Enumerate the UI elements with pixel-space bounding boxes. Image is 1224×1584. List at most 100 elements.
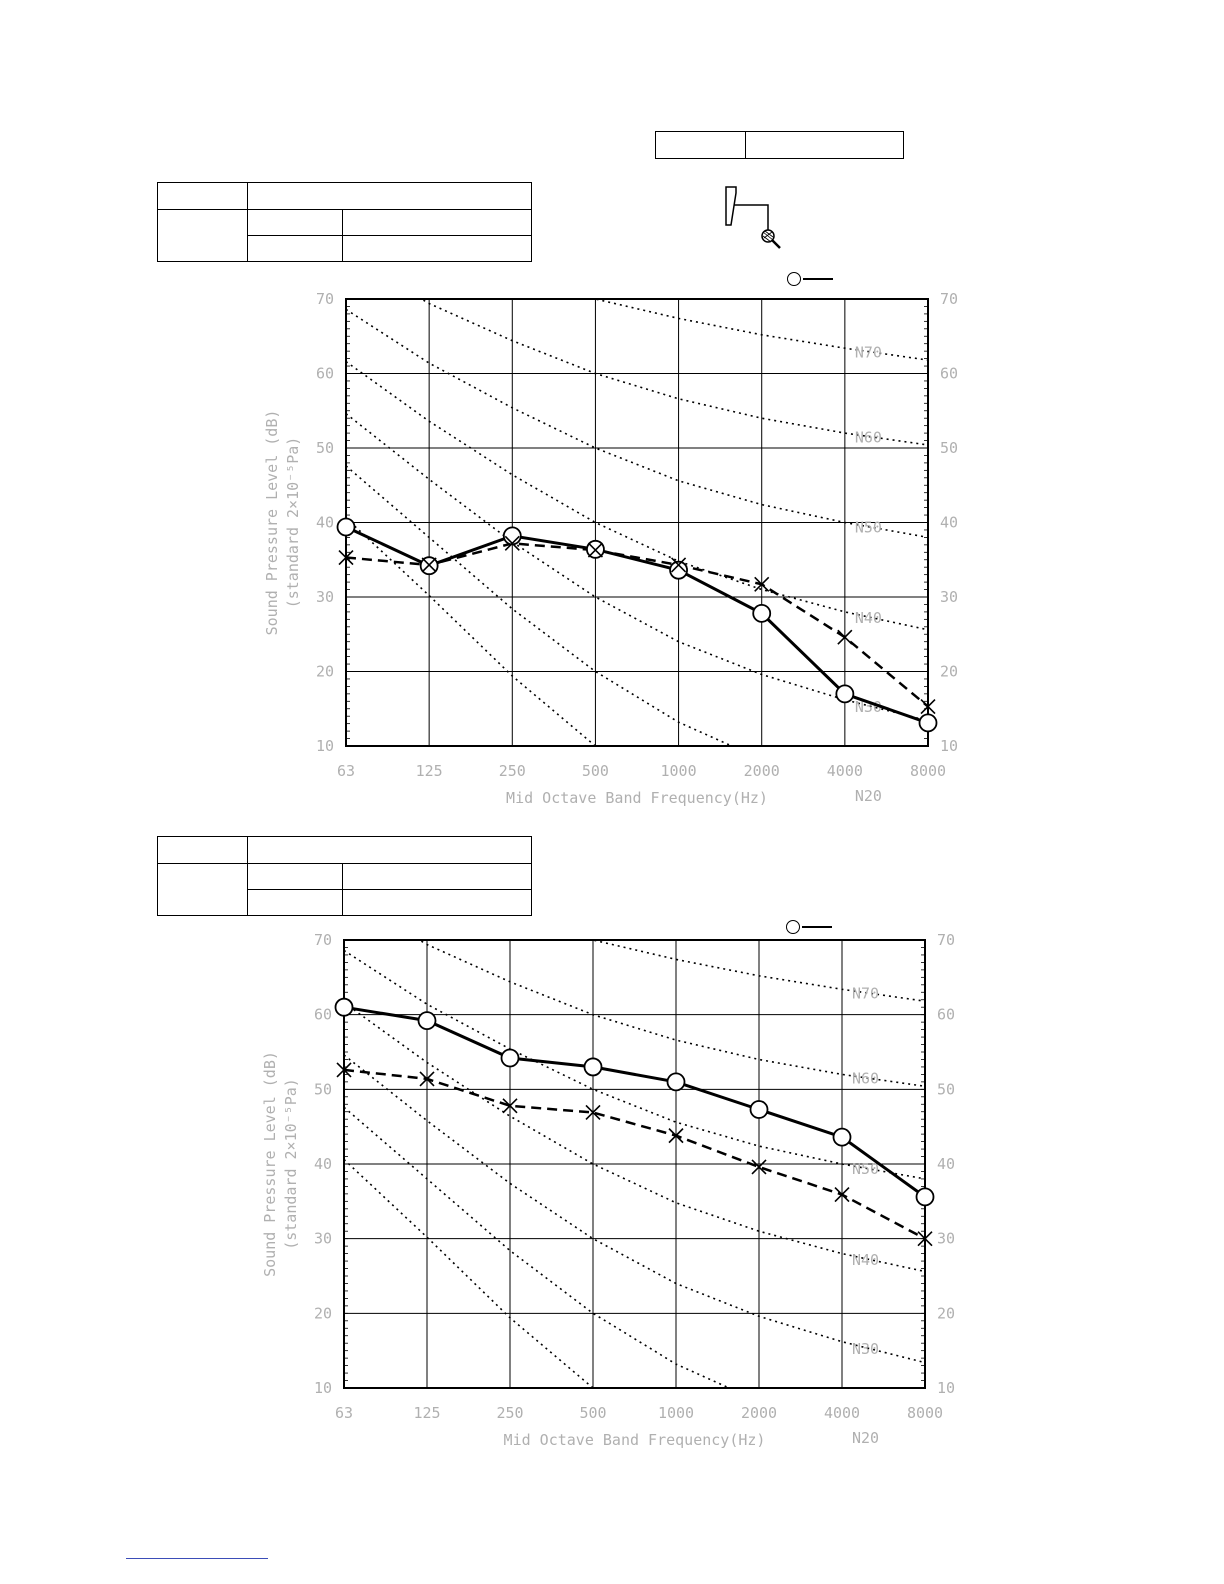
nc-curve-n40 (346, 360, 928, 631)
y-tick-label-left: 60 (316, 365, 334, 383)
nc-curve-n20 (344, 1106, 732, 1388)
chart2-legend (786, 920, 832, 934)
legend-solid-line (802, 926, 832, 928)
y-tick-label-right: 50 (937, 1080, 955, 1098)
y-tick-label-right: 30 (937, 1230, 955, 1248)
data-point-x (917, 1231, 933, 1247)
y-axis-label: Sound Pressure Level (dB) (261, 1051, 279, 1277)
data-point-x (421, 557, 437, 573)
nc-curve-n20 (346, 465, 734, 746)
y-tick-label-left: 40 (316, 514, 334, 532)
data-point-circle (835, 684, 855, 704)
data-point-x (754, 576, 770, 592)
y-tick-label-left: 60 (314, 1006, 332, 1024)
header-info-table (655, 131, 904, 159)
chart1-legend (787, 272, 833, 286)
data-point-circle (915, 1187, 935, 1207)
y-tick-label-right: 60 (937, 1006, 955, 1024)
nc-curve-label: N70 (852, 984, 879, 1002)
y-tick-label-right: 10 (937, 1379, 955, 1397)
y-tick-label-left: 30 (314, 1230, 332, 1248)
data-point-circle (583, 1057, 603, 1077)
nc-curve-unlabeled (346, 517, 597, 746)
x-tick-label: 1000 (661, 762, 697, 780)
y-tick-label-right: 40 (937, 1155, 955, 1173)
data-point-circle (749, 1100, 769, 1119)
nc-curve-label: N30 (855, 698, 882, 716)
y-tick-label-left: 30 (316, 588, 334, 606)
y-tick-label-left: 40 (314, 1155, 332, 1173)
nc-curve-label: N40 (852, 1251, 879, 1269)
plot-frame (343, 939, 926, 1389)
x-tick-label: 125 (413, 1404, 440, 1422)
x-tick-label: 4000 (824, 1404, 860, 1422)
y-tick-label-left: 70 (314, 931, 332, 949)
nc-curve-n60 (417, 940, 925, 1088)
nc-curve-n40 (344, 1002, 925, 1273)
y-tick-label-left: 70 (316, 290, 334, 308)
x-tick-label: 250 (496, 1404, 523, 1422)
y-tick-label-right: 20 (940, 663, 958, 681)
x-tick-label: 250 (499, 762, 526, 780)
data-point-circle (417, 1011, 437, 1031)
nc-curve-label: N60 (855, 428, 882, 446)
y-tick-label-right: 10 (940, 737, 958, 755)
y-axis-label-unit: (standard 2×10⁻⁵Pa) (282, 1078, 300, 1250)
data-point-circle (500, 1048, 520, 1068)
data-point-x (338, 549, 354, 566)
data-point-circle (666, 1072, 686, 1092)
x-tick-label: 500 (579, 1404, 606, 1422)
x-tick-label: 1000 (658, 1404, 694, 1422)
nc-curve-n70 (590, 940, 925, 1002)
y-tick-label-right: 40 (940, 514, 958, 532)
y-tick-label-right: 60 (940, 365, 958, 383)
x-tick-label: 125 (416, 762, 443, 780)
series-line-circle (343, 1005, 926, 1199)
series-line-x (345, 542, 929, 708)
nc-curve-n30 (346, 413, 928, 722)
x-tick-label: 8000 (907, 1404, 943, 1422)
data-point-x (587, 542, 603, 558)
nc-curve-label: N70 (855, 343, 882, 361)
data-point-circle (669, 560, 688, 580)
series-line-x (343, 1068, 926, 1240)
y-tick-label-left: 10 (316, 737, 334, 755)
x-tick-label: 2000 (741, 1404, 777, 1422)
y-axis-label: Sound Pressure Level (dB) (263, 410, 281, 636)
y-tick-label-right: 30 (940, 588, 958, 606)
y-tick-label-right: 50 (940, 439, 958, 457)
data-point-x (502, 1098, 518, 1114)
x-axis-label: Mid Octave Band Frequency(Hz) (504, 1431, 766, 1449)
nc-curve-label: N20 (852, 1429, 879, 1447)
data-point-x (585, 1104, 601, 1121)
nc-curve-n50 (344, 949, 925, 1180)
x-tick-label: 63 (337, 762, 355, 780)
data-point-circle (918, 713, 938, 733)
circle-marker-icon (787, 272, 801, 286)
y-axis-label-unit: (standard 2×10⁻⁵Pa) (284, 437, 302, 609)
x-tick-label: 8000 (910, 762, 946, 780)
y-tick-label-left: 50 (316, 439, 334, 457)
legend-solid-line (803, 278, 833, 280)
nc-curves (344, 940, 925, 1388)
data-point-x (834, 1187, 850, 1203)
y-tick-label-left: 10 (314, 1379, 332, 1397)
x-tick-label: 2000 (744, 762, 780, 780)
nc-curve-label: N60 (852, 1070, 879, 1088)
data-point-x (419, 1071, 435, 1087)
y-tick-label-right: 20 (937, 1304, 955, 1322)
nc-curve-n50 (346, 308, 928, 539)
microphone-position-icon (725, 186, 781, 249)
data-point-x (668, 1128, 684, 1144)
y-tick-label-left: 50 (314, 1080, 332, 1098)
nc-curve-unlabeled (344, 1158, 595, 1388)
chart1-info-table (157, 182, 532, 262)
data-point-x (336, 1062, 352, 1078)
nc-curve-n30 (344, 1054, 925, 1364)
x-tick-label: 500 (582, 762, 609, 780)
data-point-circle (752, 603, 772, 623)
nc-curve-label: N20 (855, 787, 882, 805)
x-tick-label: 63 (335, 1404, 353, 1422)
